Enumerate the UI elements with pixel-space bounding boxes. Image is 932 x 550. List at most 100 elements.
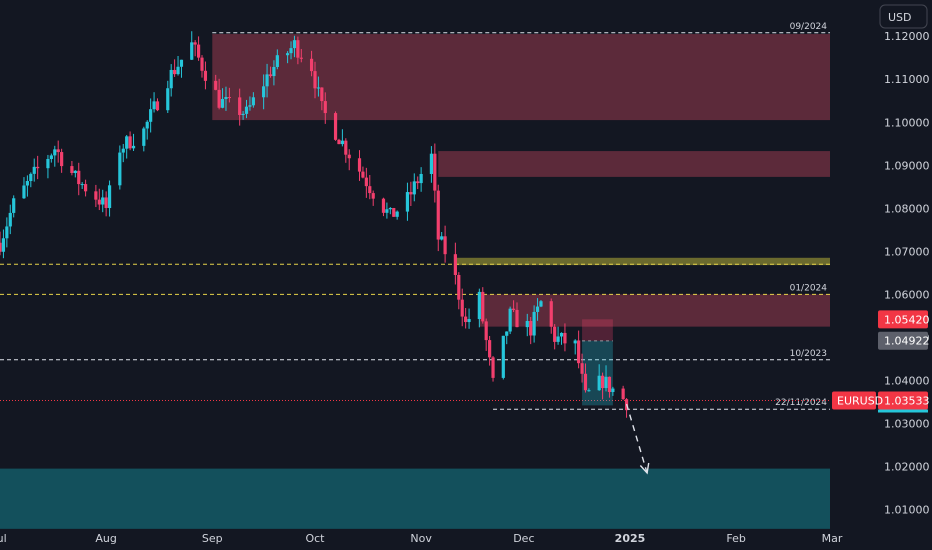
candle xyxy=(577,340,581,364)
projection-arrow[interactable] xyxy=(625,403,650,475)
candle xyxy=(549,301,553,327)
candle xyxy=(481,291,485,322)
candle xyxy=(152,101,156,110)
candle xyxy=(467,319,471,323)
candle xyxy=(196,44,201,58)
candle xyxy=(443,236,447,255)
candle xyxy=(80,184,84,186)
candle xyxy=(227,97,231,99)
candle xyxy=(405,192,410,212)
candle xyxy=(505,331,509,336)
candle xyxy=(36,166,40,169)
projection-arrowhead xyxy=(639,462,650,475)
candle xyxy=(601,375,605,389)
candle xyxy=(238,97,242,115)
candle xyxy=(333,113,338,140)
candle xyxy=(368,186,372,194)
candle xyxy=(409,192,413,195)
candle xyxy=(220,98,225,108)
candle xyxy=(607,376,612,393)
price-tick-label: 1.11000 xyxy=(884,73,930,86)
candle xyxy=(286,53,290,56)
demand-zone xyxy=(0,468,830,529)
time-tick-label: Oct xyxy=(305,532,325,545)
price-tick-label: 1.02000 xyxy=(884,460,930,473)
currency-button[interactable]: USD xyxy=(879,4,928,29)
candle xyxy=(573,340,577,344)
candle xyxy=(563,332,567,344)
candle xyxy=(457,275,461,300)
price-badge-label: 1.03533 xyxy=(884,395,930,408)
candle xyxy=(488,340,492,358)
candle xyxy=(556,336,560,342)
time-tick-label: Jul xyxy=(0,532,7,545)
price-tick-label: 1.04000 xyxy=(884,374,930,387)
candle xyxy=(515,309,519,328)
candle xyxy=(299,57,303,59)
candle xyxy=(224,97,228,99)
candle xyxy=(101,197,105,205)
candle xyxy=(83,184,88,192)
supply-zone xyxy=(212,34,830,121)
candle xyxy=(176,66,180,75)
zones-layer xyxy=(0,34,830,529)
candle xyxy=(429,153,434,174)
candle xyxy=(511,308,516,310)
candle xyxy=(262,86,266,98)
candle xyxy=(46,158,50,169)
candle xyxy=(313,71,317,89)
candle xyxy=(1,238,6,252)
candle xyxy=(173,69,177,75)
time-axis[interactable]: Jul Aug Sep Oct Nov Dec 2025 Feb Mar xyxy=(0,532,843,545)
candle xyxy=(248,105,252,107)
candle xyxy=(508,308,512,332)
candle xyxy=(621,388,625,400)
candle xyxy=(166,88,170,111)
candle xyxy=(532,311,536,336)
candle xyxy=(559,332,564,337)
candle xyxy=(385,209,389,213)
candle xyxy=(22,185,26,199)
candle xyxy=(395,211,399,217)
candle xyxy=(525,320,529,328)
candle xyxy=(309,58,314,72)
candle xyxy=(70,166,74,174)
candle xyxy=(190,42,194,60)
candle xyxy=(179,59,184,67)
candle xyxy=(357,158,362,172)
candle xyxy=(477,291,481,320)
candle xyxy=(433,153,437,191)
candle xyxy=(53,149,57,156)
candle xyxy=(104,197,108,209)
candle xyxy=(203,70,208,81)
price-axis[interactable]: 1.12000 1.11000 1.10000 1.09000 1.08000 1.070… xyxy=(884,30,930,516)
take-profit-area xyxy=(582,340,613,406)
time-tick-label: Mar xyxy=(822,532,843,545)
last-price-underline xyxy=(878,409,928,413)
position-tool[interactable] xyxy=(582,319,613,406)
candle xyxy=(412,181,416,195)
time-tick-label: Aug xyxy=(95,532,116,545)
time-tick-label: 2025 xyxy=(615,532,646,545)
candle xyxy=(316,87,321,89)
candle xyxy=(32,166,36,174)
candle xyxy=(361,171,365,178)
candle xyxy=(265,74,269,87)
candle xyxy=(128,136,132,149)
candle xyxy=(340,140,344,145)
candle xyxy=(251,97,255,106)
svg-text:USD: USD xyxy=(888,11,912,24)
candles-layer xyxy=(0,31,629,418)
candle xyxy=(155,101,160,111)
candle xyxy=(73,170,77,174)
candle xyxy=(587,390,591,392)
price-tick-label: 1.06000 xyxy=(884,288,930,301)
candle xyxy=(131,145,136,149)
stop-loss-area xyxy=(582,319,613,341)
candle xyxy=(539,301,543,307)
candle xyxy=(364,177,368,187)
levels-layer: 09/2024 01/2024 10/2023 22/11/2024 xyxy=(0,22,830,410)
candle xyxy=(244,106,249,114)
